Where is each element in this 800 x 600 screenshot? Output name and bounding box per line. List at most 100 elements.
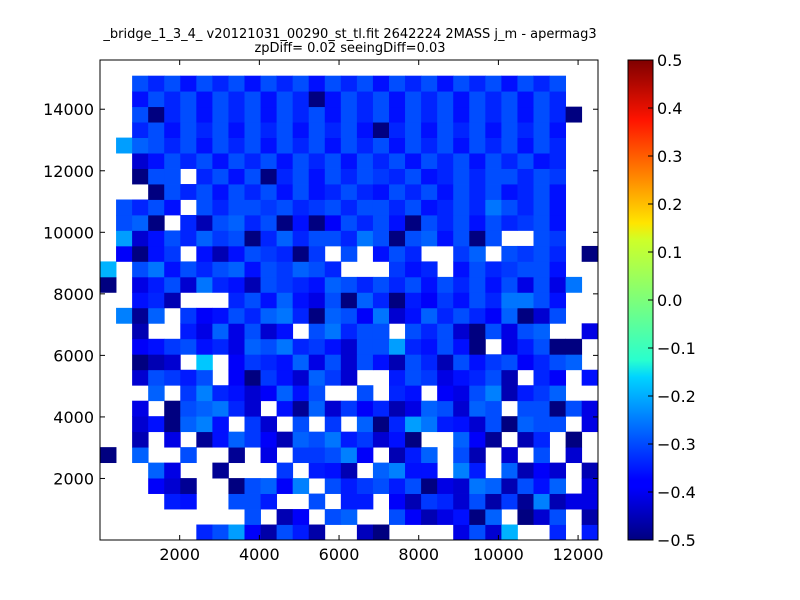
heatmap-cell [469, 184, 486, 200]
heatmap-cell [228, 292, 245, 309]
heatmap-cell [501, 478, 518, 494]
heatmap-cell [405, 416, 422, 433]
heatmap-cell [276, 261, 294, 278]
heatmap-cell [549, 354, 567, 371]
heatmap-cell [469, 230, 486, 247]
heatmap-cell [389, 385, 406, 402]
heatmap-cell [437, 184, 454, 200]
heatmap-cell [501, 214, 518, 231]
heatmap-cell [276, 524, 294, 541]
heatmap-cell [421, 400, 438, 417]
colorbar-tick-label: −0.1 [657, 339, 696, 358]
heatmap-cell [148, 245, 165, 262]
heatmap-cell [437, 400, 454, 417]
heatmap-cell [180, 153, 197, 169]
heatmap-cell [324, 292, 342, 309]
heatmap-cell [228, 106, 245, 123]
heatmap-cell [517, 338, 534, 355]
heatmap-cell [453, 369, 470, 386]
heatmap-cell [549, 385, 567, 402]
heatmap-cell [164, 245, 181, 262]
heatmap-cell [372, 75, 390, 92]
heatmap-cell [260, 261, 278, 278]
heatmap-cell [549, 509, 567, 525]
heatmap-cell [517, 385, 534, 402]
heatmap-cell [132, 431, 149, 448]
heatmap-cell [405, 106, 422, 123]
heatmap-cell [372, 184, 390, 200]
heatmap-cell [164, 338, 181, 355]
heatmap-cell [372, 91, 390, 108]
heatmap-cell [485, 307, 502, 324]
heatmap-cell [405, 122, 422, 138]
heatmap-cell [356, 184, 374, 200]
heatmap-cell [517, 323, 534, 340]
colorbar-ticks: 0.5 0.4 0.3 0.2 0.1 0.0 −0.1 −0.2 −0.3 −0.4 −0.5 [648, 51, 696, 550]
heatmap-cell [485, 261, 502, 278]
heatmap-cell [533, 245, 550, 262]
heatmap-cell [405, 199, 422, 216]
heatmap-cell [260, 447, 278, 464]
heatmap-cell [180, 400, 197, 417]
heatmap-cell [565, 493, 583, 510]
heatmap-cell [485, 214, 502, 231]
heatmap-cell [469, 400, 486, 417]
heatmap-cell [517, 431, 534, 448]
heatmap-cell [116, 214, 133, 231]
heatmap-cell [196, 261, 213, 278]
heatmap-cell [228, 493, 245, 510]
heatmap-cell [405, 168, 422, 185]
heatmap-cell [244, 276, 261, 293]
x-tick-label: 10000 [473, 545, 524, 564]
heatmap-cell [485, 509, 502, 525]
heatmap-cell [164, 261, 181, 278]
heatmap-cell [517, 276, 534, 293]
heatmap-cell [501, 385, 518, 402]
heatmap-cell [421, 369, 438, 386]
colorbar-tick-label: −0.4 [657, 483, 696, 502]
heatmap-cell [212, 230, 229, 247]
heatmap-cell [437, 91, 454, 108]
heatmap-cell [100, 447, 117, 464]
heatmap-cell [389, 261, 406, 278]
heatmap-cell [196, 214, 213, 231]
heatmap-cell [228, 338, 245, 355]
heatmap-cell [501, 338, 518, 355]
heatmap-cell [565, 354, 583, 371]
heatmap-cell [340, 199, 358, 216]
heatmap-cell [308, 153, 326, 169]
heatmap-cell [453, 261, 470, 278]
heatmap-cell [212, 431, 229, 448]
heatmap-cell [437, 137, 454, 154]
heatmap-cell [453, 493, 470, 510]
heatmap-cell [308, 447, 326, 464]
heatmap-cell [308, 137, 326, 154]
heatmap-cell [533, 122, 550, 138]
heatmap-cell [453, 122, 470, 138]
heatmap-cell [292, 524, 310, 541]
heatmap-cell [180, 307, 197, 324]
heatmap-cell [533, 184, 550, 200]
heatmap-cell [469, 354, 486, 371]
heatmap-cell [517, 106, 534, 123]
heatmap-cell [565, 106, 583, 123]
heatmap-cell [260, 230, 278, 247]
heatmap-cell [485, 230, 502, 247]
heatmap-cell [437, 122, 454, 138]
heatmap-cell [212, 416, 229, 433]
heatmap-cell [324, 106, 342, 123]
heatmap-cell [260, 385, 278, 402]
heatmap-cell [372, 307, 390, 324]
heatmap-cell [565, 431, 583, 448]
heatmap-cell [180, 261, 197, 278]
heatmap-cell [308, 122, 326, 138]
heatmap-cell [308, 524, 326, 541]
heatmap-cell [356, 75, 374, 92]
heatmap-cell [485, 493, 502, 510]
heatmap-cell [549, 214, 567, 231]
heatmap-cell [180, 75, 197, 92]
heatmap-cell [372, 214, 390, 231]
heatmap-cell [533, 168, 550, 185]
heatmap-cell [421, 447, 438, 464]
